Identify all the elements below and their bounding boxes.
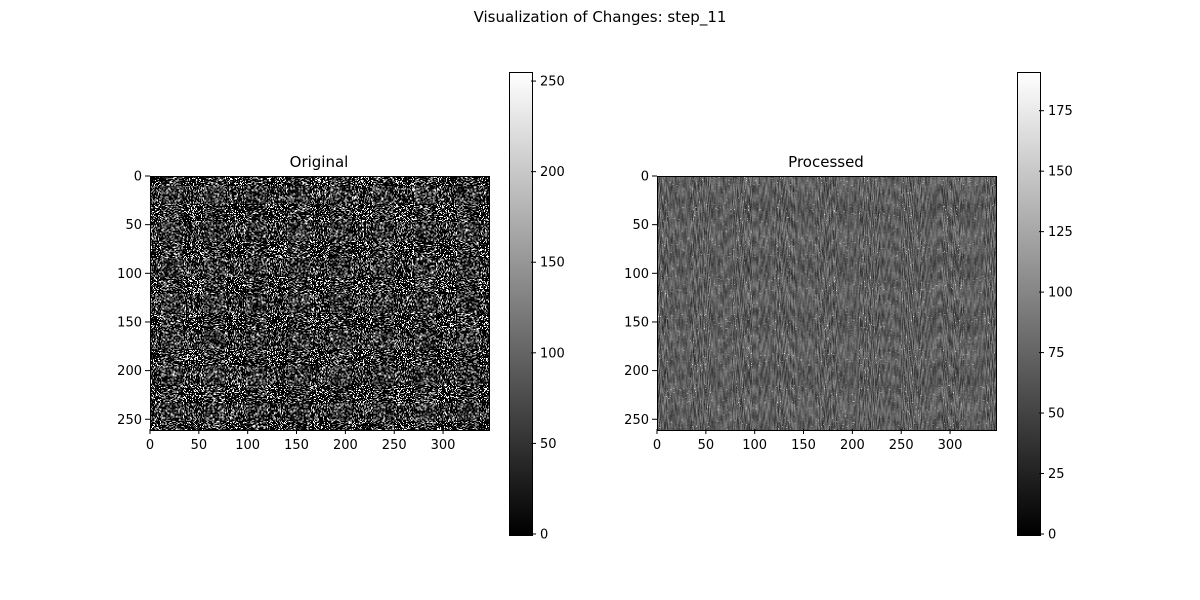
colorbar-tick-label: 150 — [540, 256, 565, 271]
y-tick-label: 50 — [125, 218, 142, 233]
x-tick-label: 300 — [938, 438, 963, 453]
x-tick-label: 200 — [333, 438, 358, 453]
colorbar-tick-label: 100 — [540, 346, 565, 361]
y-tick-label: 0 — [641, 170, 649, 185]
x-tick-label: 250 — [382, 438, 407, 453]
y-tick-label: 50 — [632, 218, 649, 233]
colorbar-tick-label: 0 — [1048, 528, 1056, 543]
heatmap-processed — [657, 176, 997, 431]
y-tick-label: 150 — [117, 315, 142, 330]
colorbar-tick-label: 250 — [540, 75, 565, 90]
y-tick-label: 100 — [624, 267, 649, 282]
colorbar-tick-label: 50 — [540, 437, 557, 452]
x-tick-label: 150 — [284, 438, 309, 453]
x-tick-label: 0 — [653, 438, 661, 453]
y-tick-label: 200 — [624, 364, 649, 379]
panel-title-original: Original — [289, 153, 349, 171]
x-tick-label: 300 — [431, 438, 456, 453]
heatmap-original — [150, 176, 490, 431]
x-tick-label: 50 — [698, 438, 715, 453]
y-tick-label: 250 — [117, 413, 142, 428]
colorbar-tick-label: 50 — [1048, 407, 1065, 422]
colorbar-tick-label: 175 — [1048, 104, 1073, 119]
colorbar-tick-label: 0 — [540, 528, 548, 543]
figure-title: Visualization of Changes: step_11 — [473, 8, 727, 26]
colorbar-tick-label: 75 — [1048, 346, 1065, 361]
colorbar-original — [509, 72, 533, 536]
y-tick-label: 0 — [134, 170, 142, 185]
y-tick-label: 150 — [624, 315, 649, 330]
y-tick-label: 100 — [117, 267, 142, 282]
x-tick-label: 100 — [742, 438, 767, 453]
x-tick-label: 150 — [791, 438, 816, 453]
colorbar-tick-label: 25 — [1048, 467, 1065, 482]
colorbar-tick-label: 125 — [1048, 225, 1073, 240]
colorbar-tick-label: 100 — [1048, 286, 1073, 301]
x-tick-label: 50 — [191, 438, 208, 453]
colorbar-tick-label: 200 — [540, 165, 565, 180]
panel-title-processed: Processed — [788, 153, 864, 171]
y-tick-label: 200 — [117, 364, 142, 379]
x-tick-label: 100 — [235, 438, 260, 453]
colorbar-tick-label: 150 — [1048, 165, 1073, 180]
colorbar-processed — [1017, 72, 1041, 536]
x-tick-label: 0 — [146, 438, 154, 453]
x-tick-label: 250 — [889, 438, 914, 453]
x-tick-label: 200 — [840, 438, 865, 453]
y-tick-label: 250 — [624, 413, 649, 428]
